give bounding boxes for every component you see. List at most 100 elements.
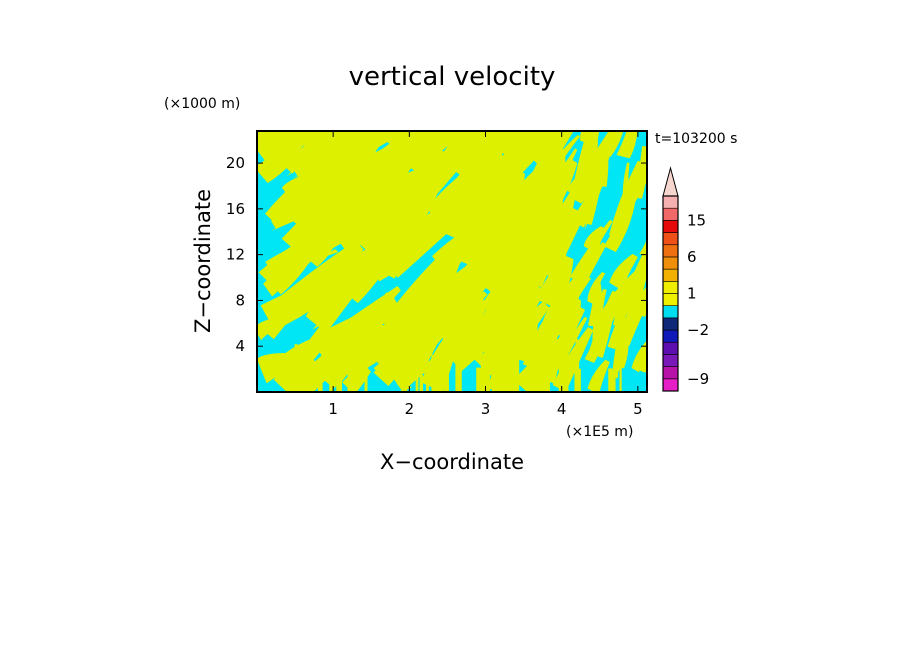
positive-velocity-region: [584, 211, 593, 230]
y-tick-label: 16: [226, 200, 245, 218]
positive-velocity-region: [524, 204, 579, 279]
positive-velocity-region: [543, 357, 549, 392]
colorbar-segment: [662, 256, 679, 270]
y-axis-title: Z−coordinate: [191, 189, 215, 333]
positive-velocity-region: [330, 334, 375, 378]
positive-velocity-region: [493, 131, 523, 158]
positive-velocity-region: [347, 357, 354, 392]
x-tick-label: 4: [557, 400, 567, 418]
positive-velocity-region: [257, 352, 297, 384]
positive-velocity-region: [336, 376, 342, 392]
positive-velocity-region: [565, 296, 578, 341]
positive-velocity-region: [426, 348, 429, 392]
positive-velocity-region: [538, 349, 545, 392]
positive-velocity-region: [565, 338, 569, 392]
colorbar-segment: [662, 220, 679, 233]
positive-velocity-region: [603, 198, 636, 252]
positive-velocity-region: [285, 131, 329, 174]
positive-velocity-region: [436, 373, 443, 392]
positive-velocity-region: [415, 345, 419, 392]
chart-title: vertical velocity: [349, 62, 556, 92]
positive-velocity-region: [548, 148, 578, 188]
positive-velocity-region: [317, 374, 323, 392]
positive-velocity-region: [513, 335, 520, 392]
positive-velocity-region: [274, 335, 327, 385]
positive-velocity-region: [258, 231, 322, 295]
positive-velocity-region: [286, 160, 305, 177]
positive-velocity-region: [305, 131, 323, 141]
positive-velocity-region: [506, 366, 512, 392]
colorbar-segment: [662, 341, 679, 355]
colorbar-segment: [662, 293, 679, 306]
colorbar-segment: [662, 207, 679, 221]
positive-velocity-region: [444, 372, 449, 392]
positive-velocity-region: [587, 359, 610, 392]
positive-velocity-region: [382, 253, 449, 336]
time-label: t=103200 s: [655, 131, 737, 147]
colorbar-segment: [662, 195, 679, 209]
x-axis-title: X−coordinate: [380, 450, 524, 474]
velocity-field: [257, 131, 647, 392]
positive-velocity-region: [307, 178, 367, 243]
positive-velocity-region: [476, 367, 482, 392]
positive-velocity-region: [624, 299, 639, 332]
positive-velocity-region: [616, 131, 638, 159]
positive-velocity-region: [502, 131, 512, 136]
colorbar-segment: [662, 305, 679, 319]
positive-velocity-region: [574, 242, 607, 286]
positive-velocity-region: [310, 298, 401, 363]
colorbar-segment: [662, 232, 679, 246]
positive-velocity-region: [281, 240, 364, 318]
colorbar-segment: [662, 244, 679, 258]
colorbar-segment: [662, 366, 679, 380]
x-unit-label: (×1E5 m): [566, 424, 633, 440]
positive-velocity-region: [309, 147, 392, 216]
colorbar: −9 −2 1 6 15: [662, 166, 709, 392]
positive-velocity-region: [484, 360, 490, 392]
positive-velocity-region: [436, 195, 475, 243]
positive-velocity-region: [608, 368, 613, 392]
positive-velocity-region: [470, 255, 521, 324]
positive-velocity-region: [576, 346, 580, 392]
positive-velocity-region: [387, 131, 423, 160]
positive-velocity-region: [595, 271, 640, 332]
colorbar-extend-arrow: [662, 166, 679, 197]
colorbar-label: 15: [687, 211, 706, 229]
colorbar-frame: [662, 195, 679, 392]
positive-velocity-region: [288, 293, 313, 313]
positive-velocity-region: [609, 160, 643, 240]
x-tick-label: 1: [328, 400, 338, 418]
positive-velocity-region: [281, 173, 314, 202]
y-axis: 4 8 12 16 20: [226, 154, 647, 355]
positive-velocity-region: [455, 360, 462, 392]
positive-velocity-region: [619, 337, 622, 392]
positive-velocity-region: [631, 340, 647, 373]
y-tick-label: 12: [226, 246, 245, 264]
colorbar-label: 6: [687, 248, 697, 266]
positive-velocity-region: [530, 131, 574, 168]
positive-velocity-region: [448, 154, 484, 200]
y-tick-label: 8: [235, 291, 245, 309]
positive-velocity-region: [542, 288, 572, 331]
positive-velocity-region: [556, 316, 588, 366]
positive-velocity-region: [294, 344, 298, 392]
positive-velocity-region: [583, 226, 607, 255]
positive-velocity-region: [257, 137, 304, 183]
positive-velocity-region: [439, 131, 492, 178]
positive-velocity-region: [432, 265, 469, 300]
positive-velocity-region: [611, 333, 621, 379]
positive-velocity-region: [349, 171, 430, 258]
positive-velocity-region: [431, 354, 438, 392]
positive-velocity-region: [491, 342, 495, 392]
positive-velocity-region: [636, 302, 647, 321]
colorbar-segment: [662, 378, 679, 392]
x-tick-label: 2: [405, 400, 415, 418]
colorbar-label: −2: [687, 321, 709, 339]
positive-velocity-region: [578, 368, 581, 392]
positive-velocity-region: [410, 131, 426, 138]
colorbar-segment: [662, 317, 679, 331]
positive-velocity-region: [459, 347, 462, 392]
positive-velocity-region: [609, 371, 616, 392]
positive-velocity-region: [345, 163, 414, 220]
positive-velocity-region: [523, 182, 554, 231]
